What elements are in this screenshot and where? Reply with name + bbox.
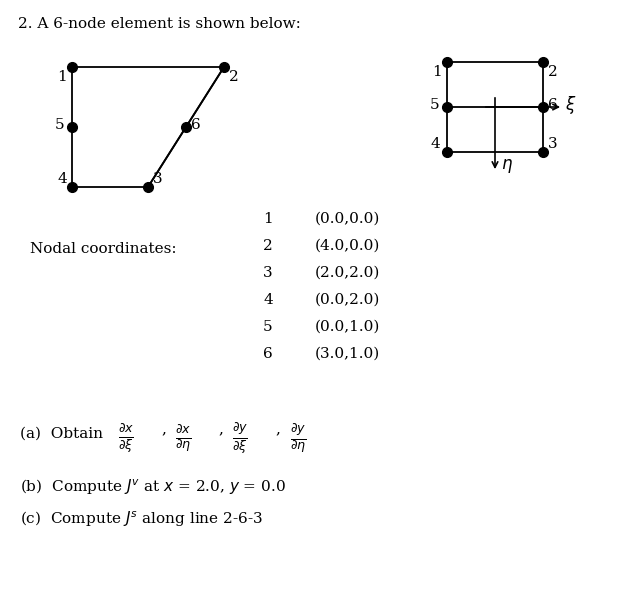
Text: 4: 4 (57, 172, 67, 186)
Text: 2. A 6-node element is shown below:: 2. A 6-node element is shown below: (18, 17, 301, 31)
Text: 5: 5 (263, 320, 273, 334)
Text: $\frac{\partial x}{\partial \xi}$: $\frac{\partial x}{\partial \xi}$ (118, 423, 134, 456)
Text: 3: 3 (263, 266, 273, 280)
Text: $\xi$: $\xi$ (565, 94, 577, 116)
Text: 3: 3 (153, 172, 163, 186)
Text: (0.0,2.0): (0.0,2.0) (315, 293, 381, 307)
Text: ,: , (218, 422, 223, 436)
Text: $\frac{\partial y}{\partial \xi}$: $\frac{\partial y}{\partial \xi}$ (232, 421, 248, 457)
Text: $\frac{\partial y}{\partial \eta}$: $\frac{\partial y}{\partial \eta}$ (290, 422, 306, 456)
Text: 4: 4 (430, 137, 440, 151)
Text: (b)  Compute $J^{v}$ at $x$ = 2.0, $y$ = 0.0: (b) Compute $J^{v}$ at $x$ = 2.0, $y$ = … (20, 477, 286, 497)
Text: 2: 2 (229, 70, 239, 84)
Text: (3.0,1.0): (3.0,1.0) (315, 347, 380, 361)
Text: (0.0,0.0): (0.0,0.0) (315, 212, 381, 226)
Text: 2: 2 (263, 239, 273, 253)
Text: (a)  Obtain: (a) Obtain (20, 427, 103, 441)
Text: 1: 1 (432, 65, 442, 79)
Text: (c)  Compute $J^{s}$ along line 2-6-3: (c) Compute $J^{s}$ along line 2-6-3 (20, 509, 263, 528)
Text: ,: , (275, 422, 280, 436)
Text: 5: 5 (430, 98, 440, 112)
Text: $\frac{\partial x}{\partial \eta}$: $\frac{\partial x}{\partial \eta}$ (175, 423, 192, 455)
Text: (2.0,2.0): (2.0,2.0) (315, 266, 381, 280)
Text: 6: 6 (263, 347, 273, 361)
Text: 6: 6 (191, 118, 201, 132)
Text: 5: 5 (55, 118, 65, 132)
Text: ,: , (161, 422, 166, 436)
Text: 1: 1 (57, 70, 67, 84)
Text: 6: 6 (548, 98, 558, 112)
Text: 2: 2 (548, 65, 558, 79)
Text: (4.0,0.0): (4.0,0.0) (315, 239, 381, 253)
Text: 3: 3 (548, 137, 558, 151)
Text: 4: 4 (263, 293, 273, 307)
Text: 1: 1 (263, 212, 273, 226)
Text: Nodal coordinates:: Nodal coordinates: (30, 242, 177, 256)
Text: $\eta$: $\eta$ (501, 157, 513, 175)
Text: (0.0,1.0): (0.0,1.0) (315, 320, 381, 334)
